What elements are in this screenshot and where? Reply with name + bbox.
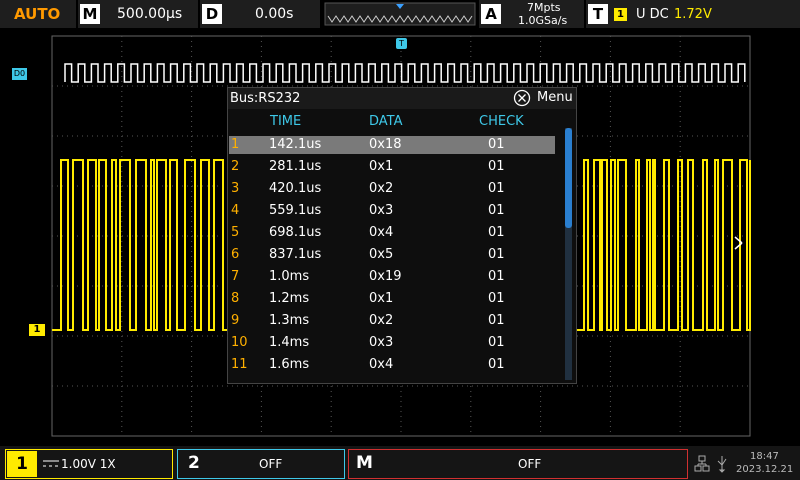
digital-marker: D0	[12, 68, 27, 80]
close-icon[interactable]	[513, 89, 531, 107]
coupling-icon	[43, 460, 59, 467]
delay[interactable]: 0.00s	[255, 6, 294, 22]
table-cell: 01	[488, 137, 505, 152]
column-header: CHECK	[479, 114, 524, 129]
table-cell: 281.1us	[269, 159, 322, 174]
table-cell: 837.1us	[269, 247, 322, 262]
table-cell: 0x1	[369, 291, 394, 306]
table-cell: 0x2	[369, 181, 394, 196]
math-status: OFF	[518, 457, 542, 471]
table-cell: 0x18	[369, 137, 402, 152]
row-index[interactable]: 5	[231, 225, 240, 240]
timebase[interactable]: 500.00µs	[117, 6, 183, 22]
math-label: M	[356, 453, 373, 473]
timebase-label: M	[80, 4, 100, 24]
row-index[interactable]: 7	[231, 269, 240, 284]
table-cell: 01	[488, 335, 505, 350]
table-cell: 01	[488, 313, 505, 328]
memory-depth: 7Mpts	[527, 1, 561, 14]
table-cell: 1.3ms	[269, 313, 310, 328]
table-cell: 0x3	[369, 335, 394, 350]
column-header: DATA	[369, 114, 403, 129]
channel-marker: 1	[29, 324, 45, 336]
trigger-level[interactable]: 1.72V	[674, 7, 712, 22]
trigger-position-bar	[324, 2, 476, 26]
table-cell: 0x5	[369, 247, 394, 262]
table-cell: 0x1	[369, 159, 394, 174]
table-cell: 1.4ms	[269, 335, 310, 350]
decode-panel: Bus:RS232 Menu TIME DATA CHECK 1 142.1us 0x18…	[227, 87, 577, 384]
digital-trace	[64, 63, 746, 83]
trigger-source: 1	[614, 8, 627, 21]
row-index[interactable]: 2	[231, 159, 240, 174]
ch1-status: 1.00V 1X	[61, 457, 116, 471]
row-index[interactable]: 9	[231, 313, 240, 328]
mode-segment	[0, 0, 76, 28]
table-cell: 01	[488, 203, 505, 218]
scroll-track[interactable]	[565, 128, 572, 380]
row-index[interactable]: 11	[231, 357, 248, 372]
table-cell: 1.6ms	[269, 357, 310, 372]
status-icons	[694, 455, 727, 473]
row-index[interactable]: 8	[231, 291, 240, 306]
math-box[interactable]	[348, 449, 688, 479]
table-cell: 0x19	[369, 269, 402, 284]
table-cell: 1.2ms	[269, 291, 310, 306]
run-mode[interactable]: AUTO	[14, 5, 61, 23]
column-header: TIME	[270, 114, 302, 129]
scroll-thumb[interactable]	[565, 128, 572, 228]
row-index[interactable]: 3	[231, 181, 240, 196]
table-cell: 0x3	[369, 203, 394, 218]
trigger-position-marker: T	[396, 38, 407, 49]
menu-button[interactable]: Menu	[537, 90, 573, 105]
trigger-arrow	[734, 236, 743, 250]
selected-row	[229, 136, 555, 154]
table-body	[228, 109, 576, 383]
table-cell: 01	[488, 247, 505, 262]
ch1-box[interactable]	[5, 449, 173, 479]
row-index[interactable]: 1	[231, 137, 240, 152]
table-cell: 0x2	[369, 313, 394, 328]
table-cell: 01	[488, 291, 505, 306]
table-cell: 142.1us	[269, 137, 322, 152]
acq-label: A	[481, 4, 501, 24]
table-cell: 420.1us	[269, 181, 322, 196]
row-index[interactable]: 4	[231, 203, 240, 218]
table-cell: 01	[488, 357, 505, 372]
table-cell: 698.1us	[269, 225, 322, 240]
ch2-status: OFF	[259, 457, 283, 471]
ch2-box[interactable]	[177, 449, 345, 479]
table-cell: 0x4	[369, 225, 394, 240]
row-index[interactable]: 6	[231, 247, 240, 262]
trigger-coupling: U DC	[636, 7, 669, 22]
row-index[interactable]: 10	[231, 335, 248, 350]
table-cell: 559.1us	[269, 203, 322, 218]
ch2-label: 2	[188, 453, 200, 473]
table-cell: 01	[488, 269, 505, 284]
table-cell: 01	[488, 225, 505, 240]
trigger-label: T	[588, 4, 608, 24]
delay-label: D	[202, 4, 222, 24]
sample-rate: 1.0GSa/s	[518, 14, 568, 27]
table-cell: 1.0ms	[269, 269, 310, 284]
bottom-bar	[0, 446, 800, 480]
clock-time: 18:47	[750, 451, 779, 462]
table-cell: 01	[488, 159, 505, 174]
table-cell: 01	[488, 181, 505, 196]
ch1-label: 1	[7, 451, 37, 477]
table-cell: 0x4	[369, 357, 394, 372]
decode-title: Bus:RS232	[230, 91, 301, 106]
clock-date: 2023.12.21	[736, 464, 794, 475]
